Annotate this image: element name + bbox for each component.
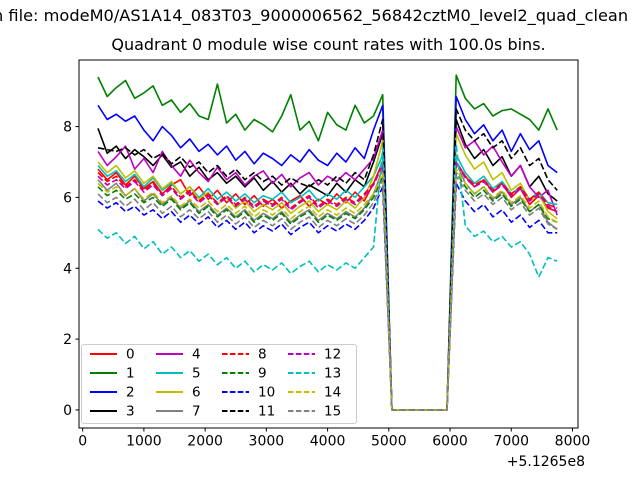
legend-label: 12 — [324, 347, 341, 363]
legend-label: 6 — [192, 385, 201, 401]
x-tick-label: 8000 — [555, 434, 591, 450]
legend-label: 10 — [258, 385, 275, 401]
y-tick-label: 6 — [63, 190, 72, 206]
x-tick-label: 7000 — [493, 434, 529, 450]
x-tick-label: 0 — [78, 434, 87, 450]
series-line-2 — [97, 95, 558, 411]
legend-item-3: 3 — [90, 404, 135, 420]
legend-item-2: 2 — [90, 385, 135, 401]
y-axis: 0 2 4 6 8 — [63, 120, 79, 419]
legend-label: 13 — [324, 366, 341, 382]
legend-label: 1 — [126, 366, 135, 382]
x-tick-label: 3000 — [249, 434, 285, 450]
series-line-12 — [97, 161, 558, 411]
legend-label: 11 — [258, 404, 275, 420]
series-lines — [97, 74, 558, 411]
chart-title: Quadrant 0 module wise count rates with … — [111, 35, 546, 54]
legend-item-13: 13 — [288, 366, 341, 382]
series-line-14 — [97, 168, 558, 411]
x-tick-label: 2000 — [187, 434, 223, 450]
legend-label: 15 — [324, 404, 341, 420]
legend-item-14: 14 — [288, 385, 341, 401]
x-axis: 0 1000 2000 3000 4000 5000 6000 7000 8000 — [78, 428, 590, 450]
legend-label: 9 — [258, 366, 267, 382]
series-line-4 — [97, 125, 558, 411]
series-line-10 — [97, 182, 558, 411]
suptitle-text: n file: modeM0/AS1A14_083T03_9000006562_… — [0, 6, 629, 25]
legend-item-9: 9 — [222, 366, 267, 382]
legend-item-10: 10 — [222, 385, 275, 401]
series-line-3 — [97, 118, 558, 411]
legend-item-4: 4 — [156, 347, 201, 363]
legend-item-11: 11 — [222, 404, 275, 420]
legend-item-12: 12 — [288, 347, 341, 363]
legend-label: 14 — [324, 385, 341, 401]
y-tick-label: 0 — [63, 403, 72, 419]
legend-label: 5 — [192, 366, 201, 382]
legend-item-7: 7 — [156, 404, 201, 420]
x-tick-label: 5000 — [371, 434, 407, 450]
legend-frame — [81, 344, 357, 424]
legend-item-6: 6 — [156, 385, 201, 401]
legend-label: 0 — [126, 347, 135, 363]
suptitle-file-line: n file: modeM0/AS1A14_083T03_9000006562_… — [0, 6, 628, 25]
legend-label: 8 — [258, 347, 267, 363]
series-line-8 — [97, 161, 558, 411]
series-line-13 — [97, 143, 558, 411]
legend-item-0: 0 — [90, 347, 135, 363]
series-line-1 — [97, 74, 558, 411]
series-line-15 — [97, 175, 558, 411]
series-line-6 — [97, 132, 558, 411]
legend-label: 7 — [192, 404, 201, 420]
series-line-11 — [97, 108, 558, 411]
x-tick-label: 4000 — [310, 434, 346, 450]
legend-item-8: 8 — [222, 347, 267, 363]
legend-item-5: 5 — [156, 366, 201, 382]
x-tick-label: 6000 — [432, 434, 468, 450]
series-line-9 — [97, 171, 558, 411]
legend-label: 3 — [126, 404, 135, 420]
x-tick-label: 1000 — [126, 434, 162, 450]
x-axis-offset-label: +5.1265e8 — [507, 454, 585, 470]
legend-label: 2 — [126, 385, 135, 401]
y-tick-label: 4 — [63, 261, 72, 277]
legend-label: 4 — [192, 347, 201, 363]
y-tick-label: 2 — [63, 332, 72, 348]
legend-item-1: 1 — [90, 366, 135, 382]
y-tick-label: 8 — [63, 120, 72, 136]
legend-item-15: 15 — [288, 404, 341, 420]
